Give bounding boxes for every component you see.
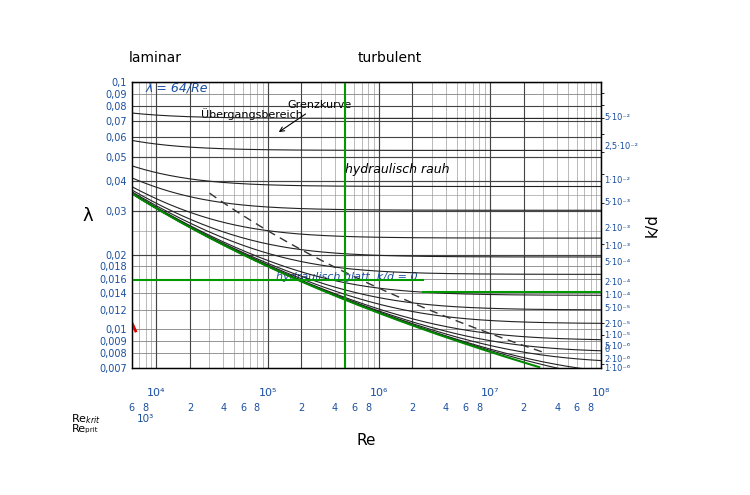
Text: 2: 2	[187, 403, 193, 413]
Text: 2: 2	[520, 403, 526, 413]
Text: 4: 4	[442, 403, 449, 413]
Text: 4: 4	[554, 403, 560, 413]
Y-axis label: k/d: k/d	[645, 213, 660, 237]
Text: λ = 64/Re: λ = 64/Re	[146, 81, 208, 95]
Text: 4: 4	[220, 403, 226, 413]
Text: Re$_{krit}$: Re$_{krit}$	[71, 412, 100, 426]
Text: hydraulisch glatt  k/d = 0: hydraulisch glatt k/d = 0	[277, 272, 418, 282]
Text: 8: 8	[587, 403, 594, 413]
Text: Übergangsbereich: Übergangsbereich	[201, 108, 302, 120]
Text: 6: 6	[574, 403, 580, 413]
Text: 4: 4	[332, 403, 338, 413]
X-axis label: Re: Re	[357, 433, 376, 448]
Text: 10³: 10³	[137, 414, 154, 424]
Text: Grenzkurve: Grenzkurve	[280, 99, 352, 131]
Text: 8: 8	[365, 403, 371, 413]
Text: laminar: laminar	[129, 51, 182, 65]
Text: 8: 8	[254, 403, 260, 413]
Text: 8: 8	[142, 403, 148, 413]
Text: 6: 6	[351, 403, 357, 413]
Text: 6: 6	[463, 403, 469, 413]
Text: hydraulisch rauh: hydraulisch rauh	[346, 163, 450, 176]
Text: 8: 8	[476, 403, 482, 413]
Text: 6: 6	[129, 403, 135, 413]
Text: 2: 2	[410, 403, 416, 413]
Text: turbulent: turbulent	[358, 51, 422, 65]
Text: 6: 6	[240, 403, 246, 413]
Text: 2: 2	[298, 403, 304, 413]
Text: Reₚᵣᵢₜ: Reₚᵣᵢₜ	[72, 424, 99, 434]
Y-axis label: λ: λ	[82, 207, 93, 225]
